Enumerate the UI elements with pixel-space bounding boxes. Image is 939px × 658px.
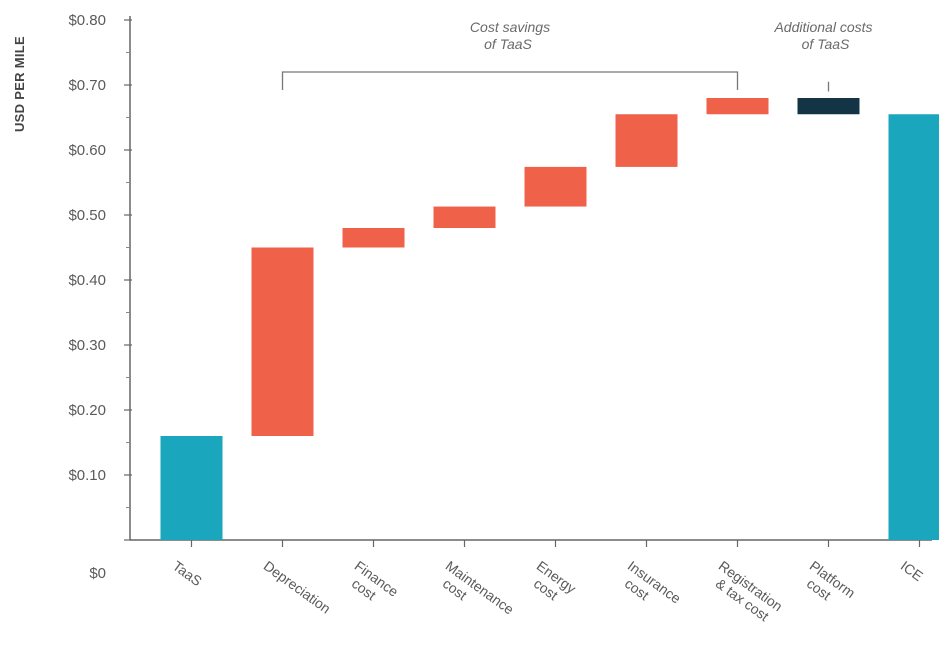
bar-4 bbox=[524, 166, 587, 207]
bar-7 bbox=[797, 98, 860, 115]
y-tick-label: $0.50 bbox=[68, 207, 106, 224]
y-tick-label: $0.40 bbox=[68, 272, 106, 289]
x-category-label: Financecost bbox=[342, 557, 401, 612]
x-category-label: Energycost bbox=[524, 557, 579, 609]
bar-1 bbox=[251, 247, 314, 436]
additional-costs-annotation: Additional costs of TaaS bbox=[773, 19, 872, 52]
x-category-label: Registration& tax cost bbox=[706, 557, 785, 627]
cost-savings-bracket bbox=[281, 71, 739, 90]
x-category-label: Platformcost bbox=[797, 557, 858, 614]
y-tick-label: $0.80 bbox=[68, 12, 106, 29]
bar-5 bbox=[615, 114, 678, 167]
cost-savings-annotation: Cost savings of TaaS bbox=[470, 19, 550, 52]
y-tick-label: $0 bbox=[89, 565, 106, 582]
y-tick-label: $0.60 bbox=[68, 142, 106, 159]
bar-2 bbox=[342, 228, 405, 248]
y-axis-label: USD PER MILE bbox=[12, 36, 27, 132]
x-category-label: TaaS bbox=[170, 557, 205, 589]
x-category-label: Maintenancecost bbox=[433, 557, 517, 630]
x-category-label: Insurancecost bbox=[615, 557, 684, 619]
y-tick-label: $0.10 bbox=[68, 467, 106, 484]
bar-3 bbox=[433, 206, 496, 228]
x-category-label: ICE bbox=[898, 557, 926, 584]
bar-8 bbox=[888, 114, 939, 540]
y-tick-label: $0.30 bbox=[68, 337, 106, 354]
y-tick-label: $0.70 bbox=[68, 77, 106, 94]
bar-6 bbox=[706, 98, 769, 115]
x-category-label: Depreciation bbox=[261, 557, 334, 616]
bar-0 bbox=[160, 436, 223, 540]
y-tick-label: $0.20 bbox=[68, 402, 106, 419]
